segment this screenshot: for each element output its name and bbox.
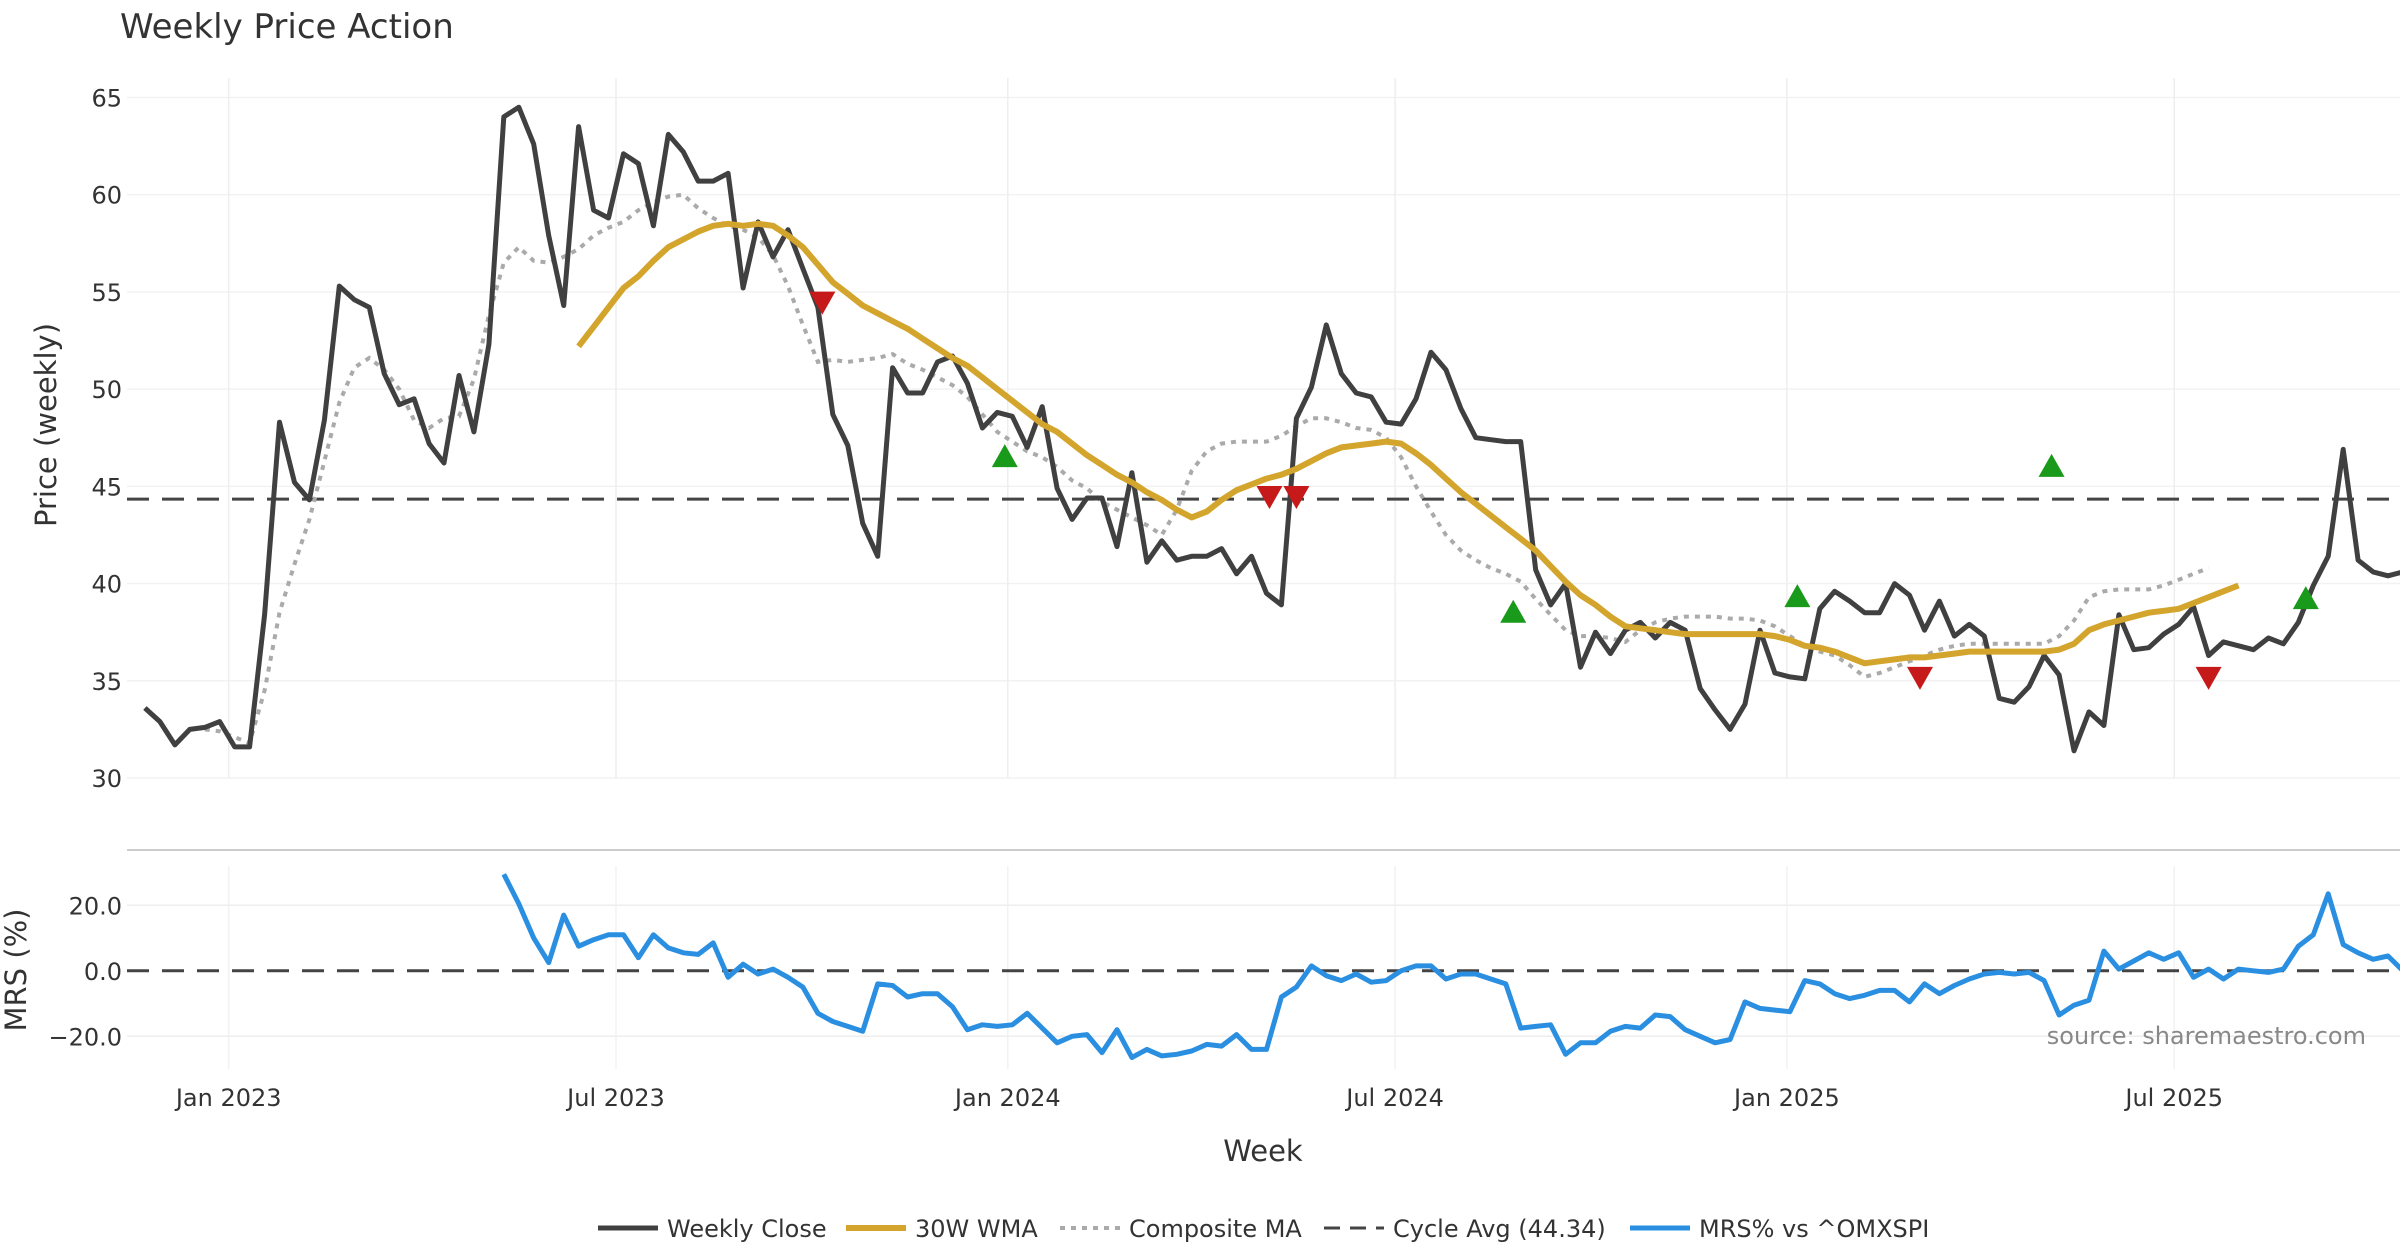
wma-30w-line: [576, 220, 2240, 667]
price-grid: [127, 78, 2400, 779]
x-tick-label: Jan 2024: [953, 1084, 1061, 1112]
legend-item: MRS% vs ^OMXSPI: [1630, 1215, 1929, 1243]
price-panel: 30 35 40 45 50 55 60 65 Price (weekly): [29, 78, 2400, 793]
signal-markers: [809, 291, 2319, 690]
sell-signal-marker: [1906, 666, 1933, 690]
sell-signal-marker: [1256, 486, 1283, 510]
x-tick-label: Jan 2023: [174, 1084, 282, 1112]
mrs-panel: −20.0 0.0 20.0 MRS (%) source: sharemaestr…: [0, 866, 2400, 1069]
sell-signal-marker: [2195, 666, 2222, 690]
composite-ma-line: [204, 192, 2210, 746]
price-y-tick-label: 55: [91, 279, 122, 307]
x-axis-label: Week: [1223, 1134, 1303, 1168]
price-y-ticks: 30 35 40 45 50 55 60 65: [91, 84, 122, 793]
legend-label: MRS% vs ^OMXSPI: [1699, 1215, 1929, 1243]
legend-label: Composite MA: [1129, 1215, 1302, 1243]
legend: Weekly Close 30W WMA Composite MA Cycle Avg…: [598, 1215, 1929, 1243]
weekly-close-line: [143, 104, 2400, 754]
x-tick-label: Jul 2023: [565, 1084, 665, 1112]
price-y-axis-label: Price (weekly): [29, 323, 63, 527]
x-tick-label: Jan 2025: [1732, 1084, 1840, 1112]
x-axis-ticks: Jan 2023 Jul 2023 Jan 2024 Jul 2024 Jan 2025…: [174, 1084, 2223, 1112]
price-y-tick-label: 45: [91, 473, 122, 501]
legend-label: Cycle Avg (44.34): [1393, 1215, 1606, 1243]
mrs-y-ticks: −20.0 0.0 20.0: [48, 892, 122, 1051]
buy-signal-marker: [1500, 599, 1527, 623]
price-y-tick-label: 35: [91, 668, 122, 696]
mrs-y-tick-label: 20.0: [69, 892, 122, 920]
mrs-line: [501, 873, 2400, 1060]
price-y-tick-label: 60: [91, 182, 122, 210]
price-y-tick-label: 50: [91, 376, 122, 404]
mrs-y-axis-label: MRS (%): [0, 909, 33, 1032]
sell-signal-marker: [809, 291, 836, 315]
mrs-grid: [127, 866, 2400, 1069]
x-tick-label: Jul 2025: [2123, 1084, 2223, 1112]
legend-label: Weekly Close: [667, 1215, 827, 1243]
buy-signal-marker: [1784, 584, 1811, 608]
buy-signal-marker: [991, 444, 1018, 468]
buy-signal-marker: [2292, 586, 2319, 610]
mrs-y-tick-label: −20.0: [48, 1023, 122, 1051]
buy-signal-marker: [2038, 453, 2065, 477]
price-y-tick-label: 30: [91, 765, 122, 793]
legend-item: Weekly Close: [598, 1215, 827, 1243]
x-tick-label: Jul 2024: [1344, 1084, 1444, 1112]
source-note: source: sharemaestro.com: [2047, 1022, 2366, 1050]
legend-label: 30W WMA: [915, 1215, 1038, 1243]
legend-item: Composite MA: [1060, 1215, 1302, 1243]
legend-item: 30W WMA: [846, 1215, 1038, 1243]
price-y-tick-label: 40: [91, 571, 122, 599]
price-y-tick-label: 65: [91, 84, 122, 112]
chart-title: Weekly Price Action: [120, 7, 454, 47]
mrs-y-tick-label: 0.0: [84, 958, 122, 986]
sell-signal-marker: [1283, 486, 1310, 510]
legend-item: Cycle Avg (44.34): [1324, 1215, 1606, 1243]
